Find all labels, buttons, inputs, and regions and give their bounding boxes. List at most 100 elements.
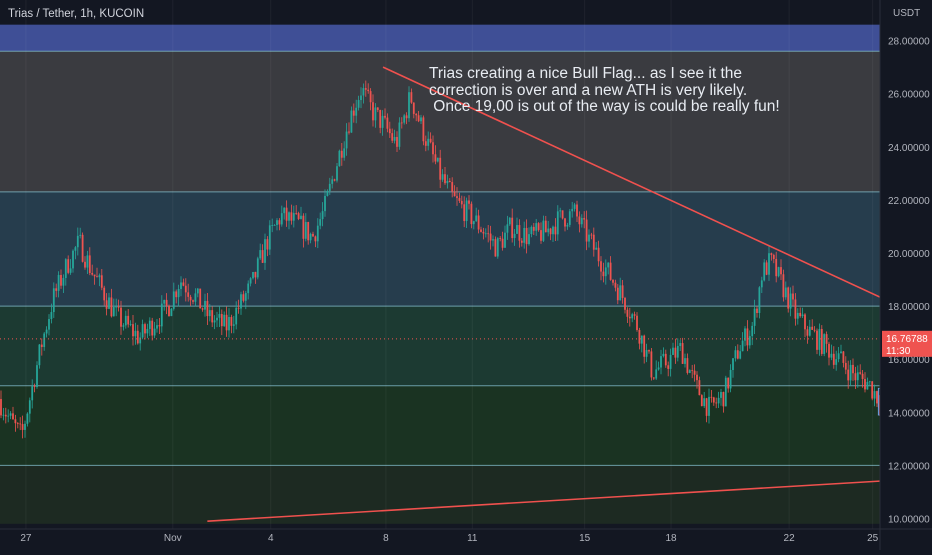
candle-body — [739, 351, 742, 359]
candle-body — [840, 351, 842, 354]
candle-body — [703, 398, 706, 407]
candle-body — [199, 288, 202, 309]
candle-body — [129, 324, 132, 325]
candle-body — [40, 344, 43, 347]
candle-body — [468, 200, 470, 204]
candle-body — [424, 141, 427, 146]
candle-body — [302, 215, 305, 239]
candle-body — [357, 100, 360, 108]
candle-body — [201, 308, 204, 310]
candle-body — [285, 207, 288, 221]
trendline[interactable] — [207, 455, 932, 522]
candle-body — [319, 219, 322, 226]
candle-body — [672, 347, 674, 355]
trendline[interactable] — [382, 66, 932, 404]
candle-body — [208, 310, 211, 317]
candle-body — [578, 216, 581, 225]
candle-body — [583, 218, 586, 220]
candle-body — [283, 207, 286, 214]
candle-body — [26, 413, 29, 424]
candle-body — [448, 180, 451, 183]
candle-body — [31, 386, 34, 401]
candle-body — [254, 271, 257, 278]
candle-body — [163, 299, 166, 304]
candle-body — [832, 353, 835, 365]
candle-body — [309, 233, 312, 241]
candle-body — [770, 253, 773, 255]
candle-body — [792, 293, 794, 300]
candle-body — [177, 289, 180, 298]
candle-body — [86, 255, 89, 268]
candle-body — [156, 325, 158, 329]
candle-body — [228, 317, 230, 331]
candle-body — [799, 312, 802, 317]
candle-body — [556, 211, 559, 235]
candle-body — [808, 326, 811, 336]
price-tick-label: 28.00000 — [888, 37, 930, 48]
candle-body — [14, 419, 17, 424]
candle-body — [364, 88, 367, 90]
candle-body — [189, 296, 192, 301]
candle-body — [324, 195, 326, 212]
candle-body — [484, 233, 487, 235]
candle-body — [446, 180, 449, 184]
candle-body — [218, 314, 221, 318]
candle-body — [98, 275, 101, 278]
candle-body — [878, 403, 881, 408]
candle-body — [144, 324, 146, 334]
candle-body — [669, 354, 672, 369]
candle-body — [374, 107, 377, 121]
candle-body — [775, 258, 778, 277]
candle-body — [355, 107, 358, 116]
candle-body — [12, 413, 14, 420]
candle-body — [554, 226, 557, 235]
candle-body — [271, 225, 274, 226]
candle-body — [844, 362, 847, 370]
candle-body — [861, 373, 864, 380]
candle-body — [206, 300, 209, 317]
candle-body — [636, 315, 638, 330]
candle-body — [436, 157, 439, 162]
candle-body — [624, 297, 626, 310]
candle-body — [408, 92, 410, 119]
candle-body — [290, 212, 293, 221]
candle-body — [619, 285, 622, 301]
candle-body — [873, 391, 876, 399]
candle-body — [652, 377, 655, 379]
candle-body — [314, 236, 317, 242]
candle-body — [136, 330, 139, 344]
candle-body — [259, 250, 262, 259]
candle-body — [528, 234, 530, 245]
candle-body — [194, 293, 197, 302]
time-tick-label: 8 — [383, 533, 389, 544]
candle-body — [523, 227, 526, 243]
candle-body — [686, 358, 689, 373]
candle-body — [386, 117, 389, 129]
candle-body — [4, 414, 7, 417]
candle-body — [33, 386, 36, 388]
candle-body — [369, 91, 372, 103]
candle-body — [782, 274, 785, 298]
candle-body — [571, 208, 574, 212]
candle-body — [72, 250, 74, 269]
candle-body — [45, 329, 48, 334]
candle-body — [573, 204, 576, 209]
candle-body — [441, 174, 444, 180]
candle-body — [110, 297, 113, 317]
candle-body — [175, 291, 178, 298]
price-zone — [0, 465, 880, 524]
candle-body — [835, 359, 838, 365]
candle-body — [566, 224, 569, 227]
candle-body — [852, 364, 854, 374]
candle-body — [760, 280, 763, 288]
candle-body — [868, 381, 871, 383]
candle-body — [74, 247, 77, 251]
candle-body — [626, 309, 629, 317]
candle-body — [240, 294, 242, 309]
candle-body — [856, 372, 859, 381]
candle-body — [393, 136, 396, 141]
candle-body — [494, 239, 497, 257]
candle-body — [744, 328, 746, 341]
candle-body — [196, 288, 199, 294]
